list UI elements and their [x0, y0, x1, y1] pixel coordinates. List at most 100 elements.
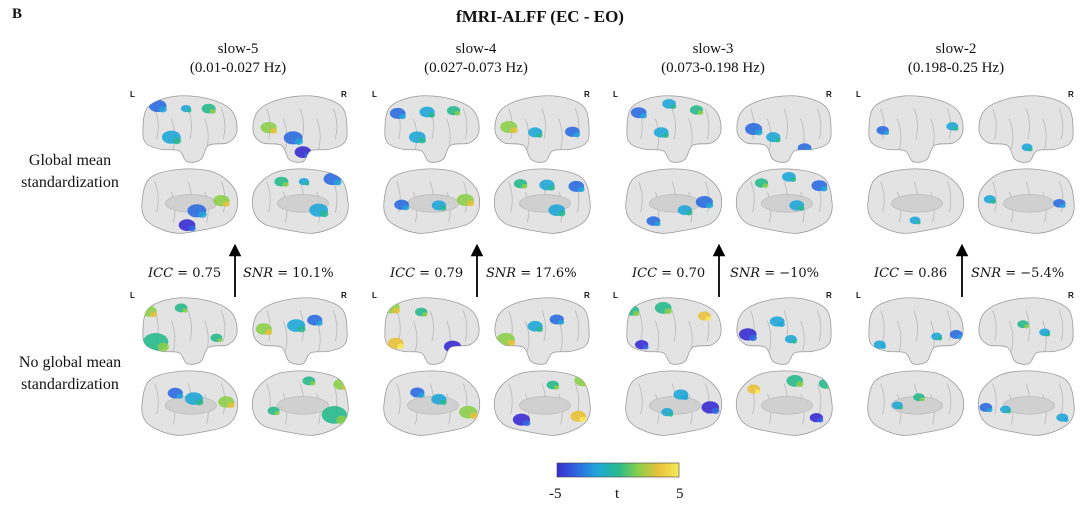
sulcus: [524, 320, 530, 352]
activation-blob: [418, 392, 425, 398]
sulcus: [816, 310, 822, 342]
activation-blob: [579, 416, 587, 423]
activation-blob: [1060, 203, 1066, 208]
hemisphere-right-label: R: [584, 291, 590, 300]
sulcus: [671, 108, 676, 140]
hemisphere-left-label: L: [856, 90, 861, 99]
sulcus: [508, 181, 513, 213]
band-range: (0.073-0.198 Hz): [661, 60, 765, 76]
sulcus: [558, 118, 563, 150]
activation-blob: [509, 127, 518, 134]
activation-blob: [670, 104, 677, 110]
brain-medial-right: [493, 370, 591, 436]
sulcus: [816, 108, 822, 140]
hemisphere-left-label: L: [372, 291, 377, 300]
sulcus: [880, 181, 885, 213]
sulcus: [541, 310, 546, 342]
band-header-slow-2: slow-2 (0.198-0.25 Hz): [856, 40, 1056, 78]
activation-blob: [521, 183, 528, 189]
activation-blob: [398, 113, 406, 120]
snr-stat-slow-5: SNR = 10.1%: [243, 266, 334, 281]
activation-blob: [915, 220, 921, 225]
sulcus: [332, 108, 338, 140]
corpus-callosum: [519, 396, 571, 415]
corpus-callosum: [891, 194, 943, 213]
activation-blob: [186, 108, 192, 113]
activation-blob: [711, 407, 720, 415]
activation-blob: [294, 146, 312, 158]
activation-blob: [577, 186, 585, 193]
cortex-surface: [868, 297, 964, 365]
row-label-line: standardization: [21, 376, 119, 393]
brain-lateral-left: [626, 95, 722, 163]
brain-lateral-left: [384, 95, 480, 163]
corpus-callosum: [761, 194, 813, 213]
activation-blob: [827, 383, 833, 390]
brain-medial-left: [141, 168, 239, 234]
activation-blob: [172, 137, 182, 145]
brain-medial-right: [251, 168, 349, 234]
figure-title: fMRI-ALFF (EC - EO): [456, 7, 624, 26]
brain-medial-right: [735, 168, 833, 234]
cortex-surface: [142, 297, 238, 365]
sulcus: [1025, 108, 1030, 140]
icc-stat-slow-5: ICC = 0.75: [148, 266, 221, 281]
band-range: (0.198-0.25 Hz): [907, 60, 1005, 76]
activation-blob: [705, 202, 714, 209]
activation-blob: [1045, 332, 1051, 337]
brain-lateral-right: [252, 95, 348, 163]
activation-blob: [439, 399, 447, 405]
brain-lateral-left: [384, 297, 480, 365]
activation-blob: [336, 415, 348, 425]
activation-blob: [557, 210, 566, 217]
brain-medial-left: [625, 370, 723, 436]
activation-blob: [754, 129, 763, 136]
hemisphere-right-label: R: [341, 90, 347, 99]
sulcus: [170, 320, 176, 352]
sulcus: [299, 108, 304, 140]
activation-blob: [304, 152, 312, 159]
activation-blob: [422, 312, 428, 317]
snr-label: SNR: [730, 266, 761, 281]
icc-value: = 0.86: [903, 266, 948, 281]
activation-blob: [157, 342, 169, 352]
activation-blob: [304, 181, 310, 186]
activation-blob: [418, 137, 427, 144]
brain-medial-right: [977, 370, 1075, 436]
activation-blob: [880, 344, 886, 350]
icc-stat-slow-4: ICC = 0.79: [390, 266, 463, 281]
activation-blob: [282, 181, 289, 187]
snr-label: SNR: [243, 266, 274, 281]
sulcus: [880, 108, 885, 140]
sulcus: [671, 310, 676, 342]
activation-blob: [662, 132, 669, 138]
band-name: slow-3: [692, 41, 734, 57]
cortex-surface: [868, 95, 964, 163]
brain-medial-right: [735, 370, 833, 436]
brain-lateral-left: [142, 95, 238, 163]
activation-blob: [919, 397, 925, 402]
cortex-surface: [384, 95, 480, 163]
sulcus: [946, 310, 952, 342]
band-header-slow-4: slow-4 (0.027-0.073 Hz): [376, 40, 576, 78]
hemisphere-right-label: R: [826, 90, 832, 99]
sulcus: [541, 108, 546, 140]
sulcus: [316, 118, 321, 150]
brain-medial-right: [977, 168, 1075, 234]
row-label-line: No global mean: [18, 354, 122, 371]
band-header-slow-5: slow-5 (0.01-0.027 Hz): [138, 40, 338, 78]
hemisphere-right-label: R: [826, 291, 832, 300]
brain-lateral-left: [868, 297, 964, 365]
brain-lateral-right: [736, 95, 832, 163]
sulcus: [282, 320, 288, 352]
sulcus: [266, 181, 271, 213]
corpus-callosum: [1003, 194, 1055, 213]
activation-blob: [705, 316, 712, 321]
sulcus: [992, 383, 997, 415]
snr-label: SNR: [486, 266, 517, 281]
sulcus: [992, 108, 997, 140]
activation-blob: [953, 126, 959, 131]
activation-blob: [536, 326, 544, 332]
sulcus: [154, 181, 159, 213]
activation-blob: [188, 225, 196, 232]
